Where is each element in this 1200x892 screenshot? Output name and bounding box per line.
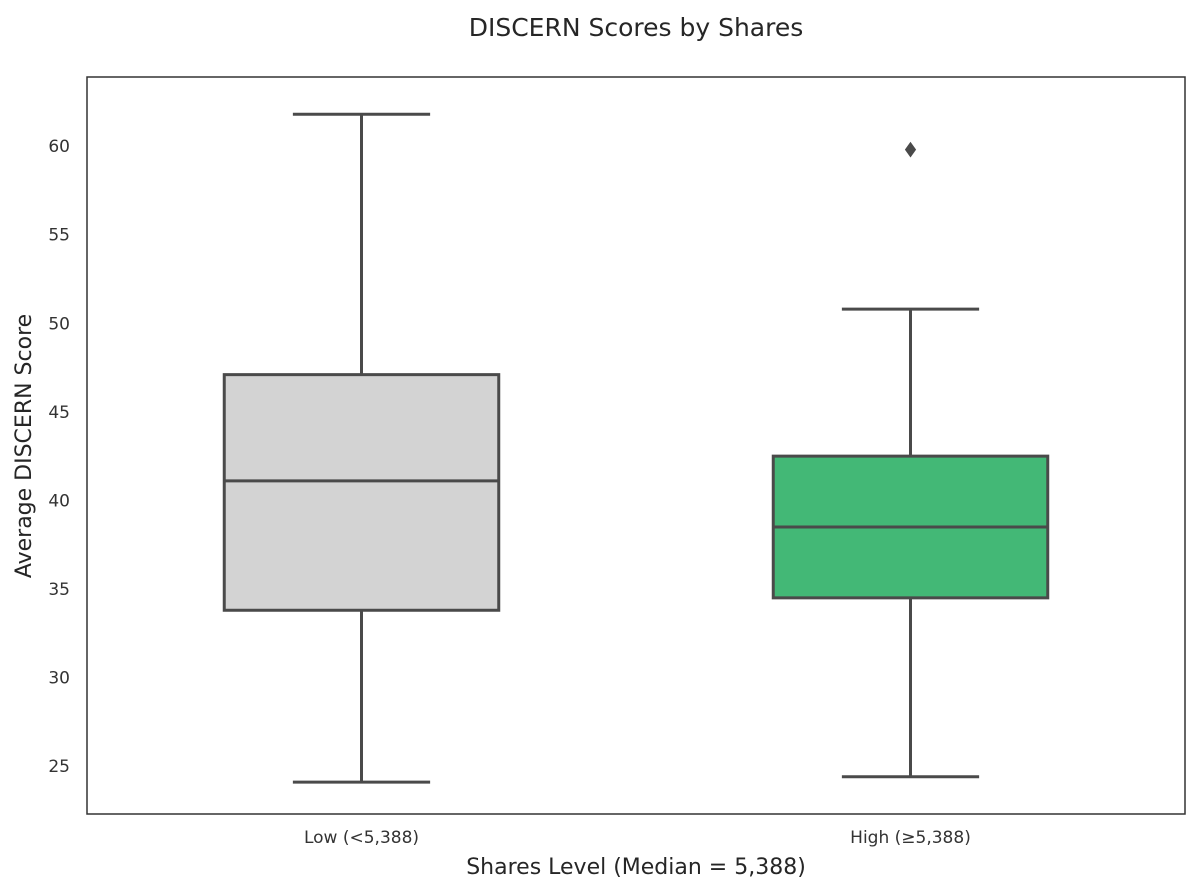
y-tick-label: 45 bbox=[48, 403, 70, 423]
outlier-point bbox=[904, 141, 917, 158]
y-tick-label: 50 bbox=[48, 314, 70, 334]
box-group bbox=[771, 141, 1050, 779]
y-axis-label: Average DISCERN Score bbox=[12, 314, 37, 578]
x-tick-label: Low (<5,388) bbox=[304, 828, 419, 848]
x-tick-label: High (≥5,388) bbox=[850, 828, 971, 848]
x-axis-ticks: Low (<5,388) High (≥5,388) bbox=[304, 828, 971, 848]
box-iqr bbox=[222, 373, 501, 612]
y-tick-label: 40 bbox=[48, 491, 70, 511]
plot-frame bbox=[86, 76, 1186, 815]
box-series bbox=[222, 112, 1050, 784]
chart-title: DISCERN Scores by Shares bbox=[469, 13, 804, 42]
y-tick-label: 35 bbox=[48, 580, 70, 600]
x-axis-label: Shares Level (Median = 5,388) bbox=[466, 855, 806, 880]
y-tick-label: 60 bbox=[48, 137, 70, 157]
y-tick-label: 30 bbox=[48, 669, 70, 689]
y-tick-label: 25 bbox=[48, 757, 70, 777]
box-group bbox=[222, 112, 501, 784]
y-tick-label: 55 bbox=[48, 226, 70, 246]
y-axis-ticks: 25 30 35 40 45 50 55 60 bbox=[48, 137, 70, 777]
